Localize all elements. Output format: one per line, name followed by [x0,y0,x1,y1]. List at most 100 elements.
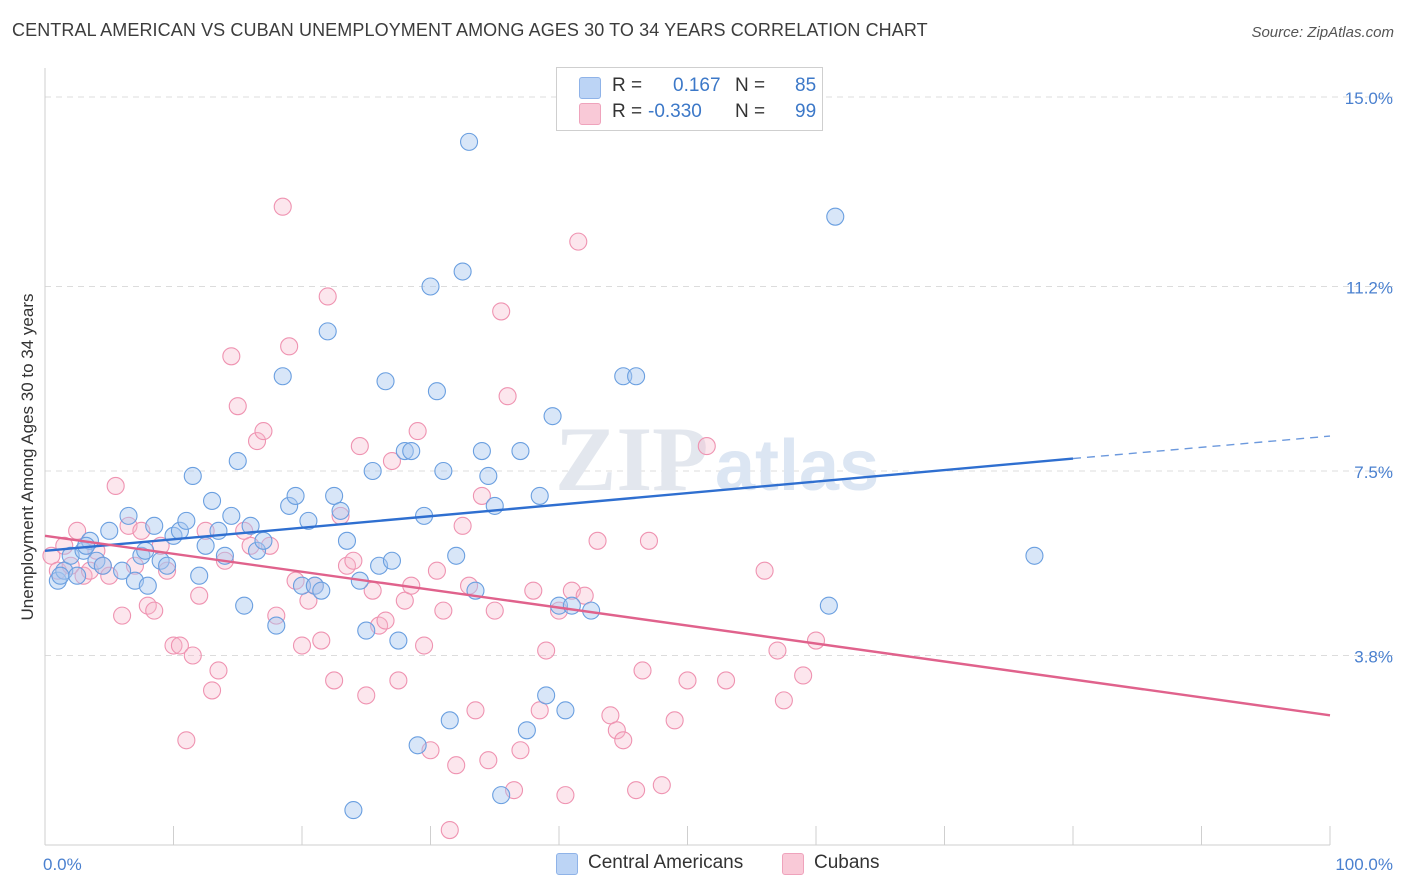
point-cuban [588,531,607,550]
point-cuban [209,661,228,680]
y-tick-label: 11.2% [1346,278,1393,297]
point-cuban [222,347,241,366]
bottom-legend-swatch-central-americans [556,853,578,875]
y-tick-label: 3.8% [1354,648,1393,667]
point-cuban [113,606,132,625]
point-cuban [254,422,273,441]
point-central-american [196,536,215,555]
legend-n-label: N = [735,101,766,122]
point-central-american [235,596,254,615]
point-central-american [51,566,70,585]
point-central-american [100,521,119,540]
point-central-american [241,516,260,535]
x-tick-label: 100.0% [1335,855,1393,874]
point-cuban [408,422,427,441]
point-central-american [357,621,376,640]
point-cuban [569,232,588,251]
point-central-american [826,207,845,226]
point-cuban [344,551,363,570]
point-central-american [119,506,138,525]
point-central-american [517,721,536,740]
point-cuban [382,451,402,471]
point-central-american [537,686,556,705]
point-central-american [203,491,222,510]
point-central-american [280,496,299,515]
point-central-american [145,516,164,535]
point-cuban [440,820,459,840]
point-cuban [453,516,472,535]
point-central-american [286,486,305,505]
point-central-american [254,531,273,550]
point-central-american [318,322,337,341]
bottom-legend-label: Cubans [814,852,880,873]
tick-labels: 3.8% 7.5% 11.2% 15.0% 0.0% 100.0% [43,89,1393,874]
point-central-american [183,466,202,486]
y-tick-label: 7.5% [1354,463,1393,482]
point-central-american [492,786,511,805]
point-central-american [421,277,440,296]
point-cuban [280,337,299,356]
point-cuban [697,437,716,456]
point-cuban [794,666,813,685]
point-cuban [164,636,183,655]
point-cuban [537,641,556,660]
point-cuban [755,561,774,580]
point-central-american [627,367,646,386]
bottom-legend-label: Central Americans [588,852,744,873]
point-central-american [113,561,132,580]
trend-line-central-americans [44,457,1074,552]
grid [45,96,1395,657]
point-cuban [716,671,736,690]
point-cuban [145,601,164,620]
point-central-american [440,711,459,730]
point-cuban [299,591,318,610]
legend-r-value: 0.167 [673,75,721,96]
legend-r-value: -0.330 [648,101,702,122]
point-cuban [498,387,517,406]
point-cuban [376,611,395,630]
point-central-american [459,132,479,151]
point-cuban [350,437,369,456]
point-central-american [177,511,196,530]
point-central-american [299,511,318,530]
point-central-american [479,466,498,486]
point-cuban [601,706,620,725]
legend-swatch-cubans [579,103,601,125]
point-central-american [267,616,286,635]
legend-n-value: 85 [795,75,817,96]
point-cuban [177,731,196,750]
point-central-american [389,631,408,650]
point-central-american [434,461,453,481]
point-central-american [312,581,331,600]
point-cuban [633,661,652,680]
point-central-american [138,576,157,595]
point-cuban [556,786,575,805]
legend-n-value: 99 [795,101,817,122]
point-cuban [247,432,267,451]
point-central-american [48,571,67,590]
chart-source: Source: ZipAtlas.com [1251,24,1394,41]
point-cuban [774,691,793,710]
point-cuban [312,631,331,650]
point-cuban [472,486,491,505]
point-central-american [543,407,562,426]
point-cuban [158,561,177,580]
point-central-american [337,531,357,550]
point-cuban [524,581,543,600]
legend-swatch-central-americans [579,77,601,99]
point-central-american [228,451,247,471]
point-cuban [325,671,344,690]
point-central-american [376,372,395,391]
point-cuban [228,397,247,416]
point-central-american [363,461,382,481]
series-central-americans [48,132,1044,820]
point-cuban [389,671,408,690]
point-cuban [607,721,626,740]
legend-n-label: N = [735,75,766,96]
point-central-american [222,506,241,525]
point-central-american [331,501,350,520]
point-cuban [106,476,125,496]
y-axis-label: Unemployment Among Ages 30 to 34 years [18,293,37,621]
point-central-american [530,486,549,505]
